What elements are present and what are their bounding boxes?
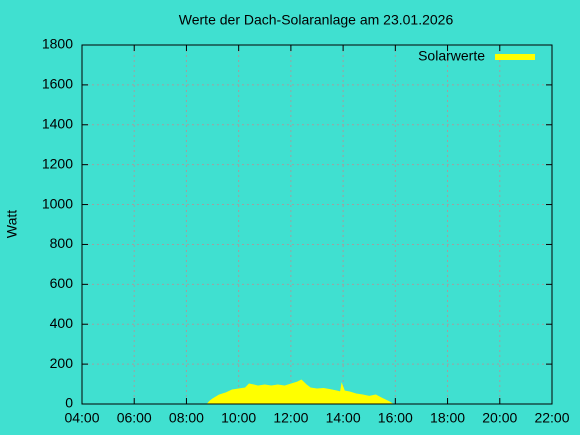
x-tick-label: 10:00 <box>221 410 256 426</box>
y-tick-label: 0 <box>65 395 73 411</box>
chart-title: Werte der Dach-Solaranlage am 23.01.2026 <box>179 12 454 28</box>
y-tick-label: 400 <box>50 315 74 331</box>
y-tick-label: 1600 <box>42 76 73 92</box>
y-tick-label: 1000 <box>42 195 73 211</box>
y-tick-label: 1200 <box>42 155 73 171</box>
y-tick-label: 600 <box>50 275 74 291</box>
x-tick-label: 14:00 <box>326 410 361 426</box>
x-tick-label: 12:00 <box>273 410 308 426</box>
x-tick-label: 16:00 <box>378 410 413 426</box>
area <box>206 379 395 405</box>
plot-border <box>81 44 553 405</box>
legend-swatch <box>495 54 535 60</box>
y-tick-label: 1400 <box>42 115 73 131</box>
x-tick-label: 20:00 <box>482 410 517 426</box>
y-tick-label: 200 <box>50 355 74 371</box>
x-tick-label: 08:00 <box>169 410 204 426</box>
y-tick-label: 800 <box>50 235 74 251</box>
y-tick-label: 1800 <box>42 36 73 52</box>
legend-label: Solarwerte <box>418 48 485 64</box>
x-tick-label: 06:00 <box>117 410 152 426</box>
x-tick-label: 04:00 <box>64 410 99 426</box>
x-tick-label: 22:00 <box>534 410 569 426</box>
x-tick-label: 18:00 <box>430 410 465 426</box>
y-axis-label: Watt <box>4 210 20 238</box>
